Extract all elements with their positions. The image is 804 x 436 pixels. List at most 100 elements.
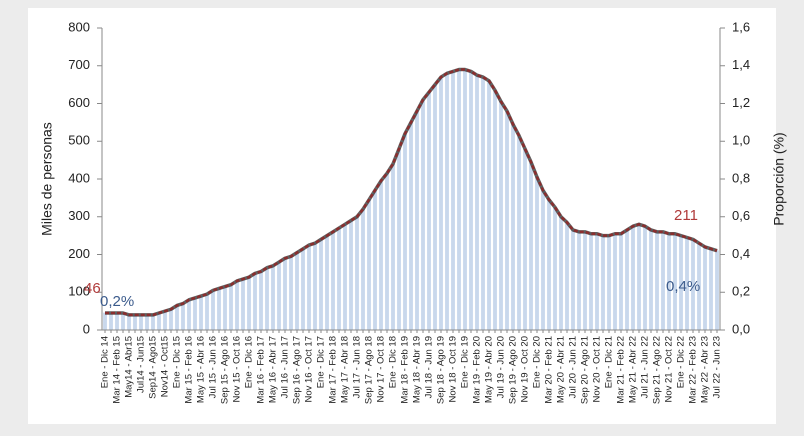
bar bbox=[175, 305, 179, 330]
bar bbox=[469, 72, 473, 330]
y-tick-label: 100 bbox=[68, 284, 90, 299]
bar bbox=[235, 281, 239, 330]
x-tick-label: Jul14 - Jun15 bbox=[136, 336, 147, 393]
bar bbox=[307, 245, 311, 330]
bar bbox=[331, 231, 335, 330]
bar bbox=[259, 271, 263, 330]
annotation: 211 bbox=[674, 207, 698, 224]
x-tick-label: Sep 16 - Ago 17 bbox=[292, 336, 303, 404]
bar bbox=[157, 312, 161, 330]
x-tick-label: Nov 21 - Oct 22 bbox=[664, 336, 675, 403]
x-tick-label: Mar 18 - Feb 19 bbox=[400, 336, 411, 404]
bar bbox=[547, 199, 551, 330]
bar bbox=[463, 69, 467, 331]
bar bbox=[493, 91, 497, 330]
y-tick-label: 200 bbox=[68, 246, 90, 261]
bar bbox=[559, 216, 563, 330]
bar bbox=[715, 250, 719, 330]
bar bbox=[109, 313, 113, 330]
bar bbox=[277, 262, 281, 330]
bar bbox=[193, 298, 197, 330]
x-tick-label: May 16 - Abr 17 bbox=[268, 336, 279, 403]
bar bbox=[181, 303, 185, 330]
x-tick-label: Sep 21 - Ago 22 bbox=[652, 336, 663, 404]
bar bbox=[655, 231, 659, 330]
bar bbox=[163, 311, 167, 330]
bar bbox=[217, 288, 221, 330]
x-tick-label: Nov 18 - Oct 19 bbox=[448, 336, 459, 403]
bar bbox=[265, 268, 269, 330]
bar bbox=[535, 176, 539, 330]
bar bbox=[151, 314, 155, 330]
bar bbox=[127, 314, 131, 330]
bar bbox=[361, 208, 365, 330]
bar bbox=[313, 242, 317, 330]
x-tick-label: Mar 16 - Feb 17 bbox=[256, 336, 267, 404]
bar bbox=[199, 296, 203, 330]
bar bbox=[253, 274, 257, 330]
x-tick-label: Ene - Dic 19 bbox=[460, 336, 471, 388]
bar bbox=[619, 233, 623, 330]
x-tick-label: Jul 19 - Jun 20 bbox=[496, 336, 507, 398]
bar bbox=[391, 163, 395, 330]
y2-tick-label: 0,2 bbox=[732, 284, 750, 299]
x-tick-label: Jul 16 - Jun 17 bbox=[280, 336, 291, 398]
annotation: 46 bbox=[84, 280, 101, 297]
x-tick-label: Ene - Dic 18 bbox=[388, 336, 399, 388]
x-tick-label: Nov 20 - Oct 21 bbox=[592, 336, 603, 403]
bar bbox=[337, 228, 341, 330]
bar bbox=[505, 111, 509, 330]
bar bbox=[529, 162, 533, 330]
bar bbox=[691, 239, 695, 330]
bar bbox=[247, 276, 251, 330]
x-tick-label: Sep 17 - Ago 18 bbox=[364, 336, 375, 404]
x-tick-label: Sep 20 - Ago 21 bbox=[580, 336, 591, 404]
bar bbox=[679, 235, 683, 330]
bar bbox=[511, 123, 515, 330]
x-tick-label: Mar 20 - Feb 21 bbox=[544, 336, 555, 404]
bar bbox=[205, 293, 209, 330]
y2-tick-label: 0,8 bbox=[732, 170, 750, 185]
bar bbox=[187, 300, 191, 330]
bar bbox=[583, 231, 587, 330]
bar bbox=[595, 234, 599, 330]
x-tick-label: Nov14 - Oct15 bbox=[160, 336, 171, 397]
bar bbox=[223, 286, 227, 330]
bar bbox=[631, 226, 635, 330]
bar bbox=[409, 122, 413, 330]
x-tick-label: Sep14 - Ago15 bbox=[148, 336, 159, 399]
bar bbox=[589, 232, 593, 330]
bar bbox=[553, 208, 557, 330]
bar bbox=[565, 223, 569, 330]
x-tick-label: Jul 21 - Jun 22 bbox=[640, 336, 651, 398]
y-tick-label: 700 bbox=[68, 57, 90, 72]
bar bbox=[661, 231, 665, 330]
annotation: 0,2% bbox=[100, 293, 134, 310]
bar bbox=[343, 224, 347, 330]
bar bbox=[355, 216, 359, 330]
bar bbox=[283, 259, 287, 330]
bar bbox=[385, 172, 389, 330]
y-tick-label: 800 bbox=[68, 19, 90, 34]
x-tick-label: Mar 17 - Feb 18 bbox=[328, 336, 339, 404]
bar bbox=[241, 279, 245, 330]
bar bbox=[325, 235, 329, 330]
x-tick-label: Ene - Dic 16 bbox=[244, 336, 255, 388]
bar bbox=[115, 313, 119, 330]
bar bbox=[433, 84, 437, 330]
x-tick-label: May14 - Abr15 bbox=[124, 336, 135, 398]
bar bbox=[367, 199, 371, 330]
x-tick-label: Jul 20 - Jun 21 bbox=[568, 336, 579, 398]
bar bbox=[541, 190, 545, 330]
bar bbox=[139, 314, 143, 330]
bar bbox=[373, 190, 377, 330]
x-tick-label: Ene - Dic 22 bbox=[676, 336, 687, 388]
bar bbox=[169, 308, 173, 330]
bar bbox=[475, 75, 479, 330]
bar bbox=[295, 252, 299, 330]
bar bbox=[451, 71, 455, 330]
x-tick-label: Mar 15 - Feb 16 bbox=[184, 336, 195, 404]
bar bbox=[523, 148, 527, 330]
chart-background bbox=[28, 8, 776, 424]
